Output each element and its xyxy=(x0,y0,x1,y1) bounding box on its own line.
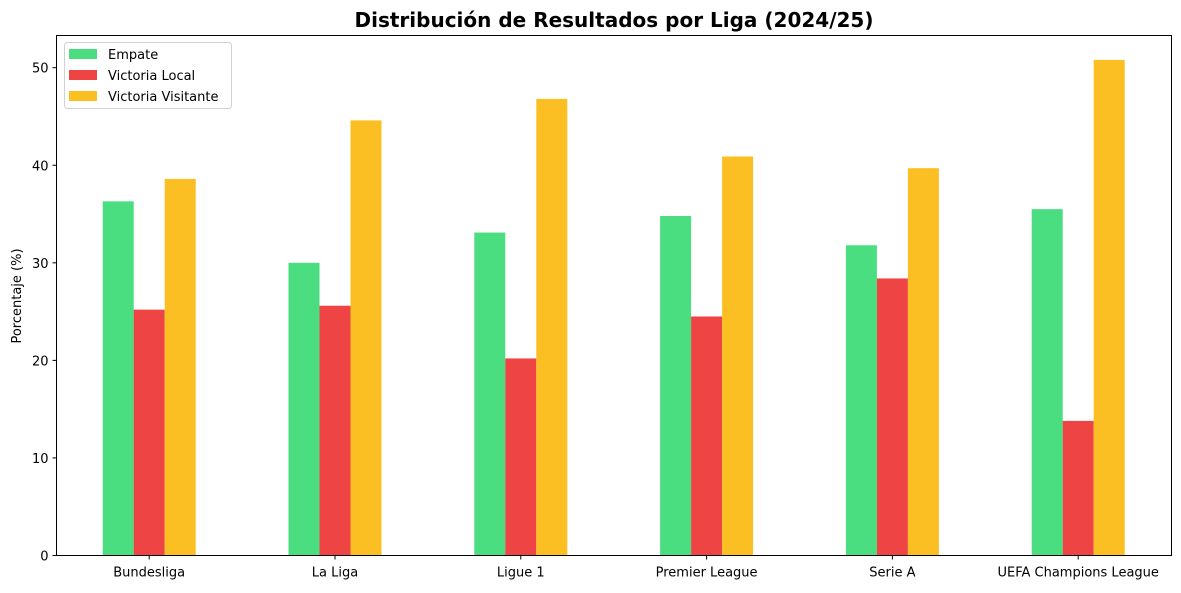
bar-empate xyxy=(1031,209,1063,556)
y-tick-label: 0 xyxy=(40,550,48,565)
x-tick-label: UEFA Champions League xyxy=(997,566,1158,581)
bar-victoria-visitante xyxy=(350,120,382,556)
y-tick-label: 30 xyxy=(32,257,49,272)
bar-empate xyxy=(845,245,877,556)
bar-empate xyxy=(102,201,134,556)
bar-empate xyxy=(660,215,692,556)
legend-swatch xyxy=(69,70,97,80)
legend-label: Empate xyxy=(108,48,158,63)
legend-label: Victoria Local xyxy=(108,69,195,84)
x-tick-label: Bundesliga xyxy=(113,566,185,581)
plot-frame xyxy=(56,35,1172,556)
y-axis-label: Porcentaje (%) xyxy=(10,248,25,343)
bar-victoria-visitante xyxy=(1093,59,1125,556)
legend-label: Victoria Visitante xyxy=(108,90,218,105)
x-tick-label: La Liga xyxy=(312,566,358,581)
bar-victoria-local xyxy=(133,309,165,556)
bar-victoria-local xyxy=(1062,420,1094,556)
bar-victoria-visitante xyxy=(722,156,754,556)
chart-title: Distribución de Resultados por Liga (202… xyxy=(355,8,874,32)
y-tick-label: 20 xyxy=(32,354,49,369)
bar-empate xyxy=(474,232,506,556)
bar-victoria-local xyxy=(505,358,537,556)
bar-victoria-local xyxy=(319,305,351,556)
legend-swatch xyxy=(69,91,97,101)
bar-victoria-local xyxy=(876,278,908,556)
bar-victoria-visitante xyxy=(536,98,568,556)
legend-box xyxy=(64,42,232,109)
x-tick-label: Premier League xyxy=(656,566,758,581)
legend-swatch xyxy=(69,49,97,59)
bar-victoria-local xyxy=(691,316,723,556)
legend: Empate Victoria Local Victoria Visitante xyxy=(64,42,232,109)
bar-victoria-visitante xyxy=(164,178,196,556)
y-tick-label: 40 xyxy=(32,159,49,174)
y-tick-label: 50 xyxy=(32,62,49,77)
bar-victoria-visitante xyxy=(907,168,939,556)
x-tick-label: Serie A xyxy=(869,566,915,581)
bar-empate xyxy=(288,262,320,556)
x-tick-label: Ligue 1 xyxy=(497,566,545,581)
y-tick-label: 10 xyxy=(32,452,49,467)
